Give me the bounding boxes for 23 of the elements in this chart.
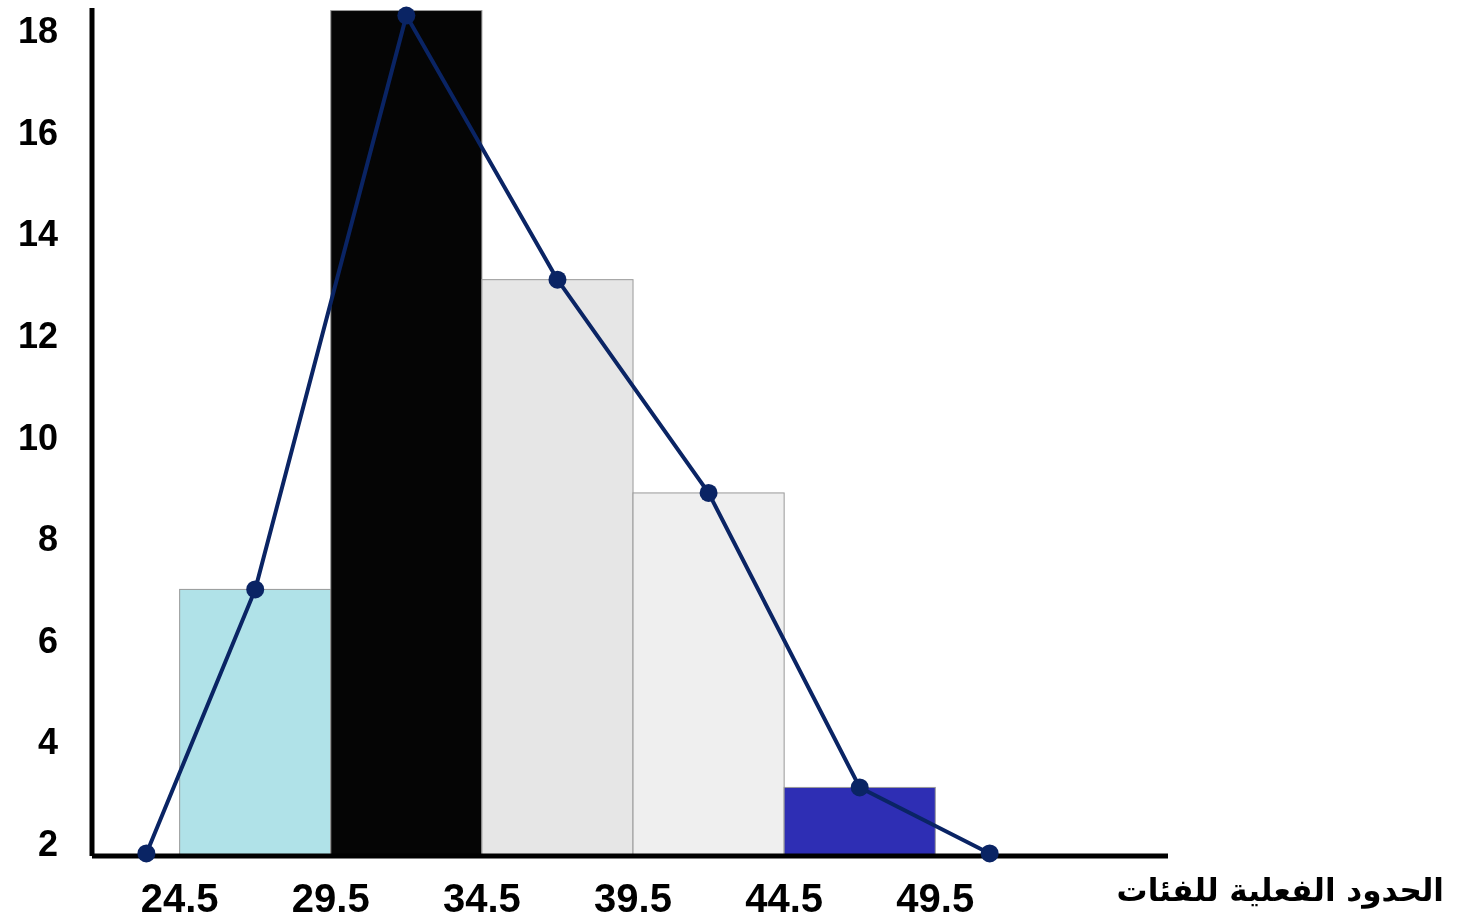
y-tick-label: 18 <box>17 10 58 52</box>
x-axis-title: الحدود الفعلية للفئات <box>1116 872 1444 909</box>
x-tick-label: 24.5 <box>140 876 219 918</box>
x-tick-label: 39.5 <box>594 876 672 918</box>
x-tick-label: 34.5 <box>442 876 521 918</box>
point <box>850 778 869 797</box>
x-tick-label: 29.5 <box>291 876 370 918</box>
point <box>246 580 265 599</box>
y-tick-label: 4 <box>37 721 58 763</box>
x-tick-label: 49.5 <box>896 876 975 918</box>
y-tick-label: 6 <box>37 619 58 661</box>
point <box>980 844 999 863</box>
y-tick-label: 10 <box>17 416 58 458</box>
y-tick-label: 8 <box>37 518 58 560</box>
point <box>548 270 567 289</box>
point <box>137 844 156 863</box>
point <box>397 6 416 25</box>
x-tick-label: 44.5 <box>745 876 824 918</box>
y-tick-label: 12 <box>17 315 58 357</box>
y-tick-label: 16 <box>17 111 58 153</box>
y-tick-label: 14 <box>17 213 58 255</box>
y-tick-label: 2 <box>37 822 58 864</box>
point <box>699 483 718 502</box>
